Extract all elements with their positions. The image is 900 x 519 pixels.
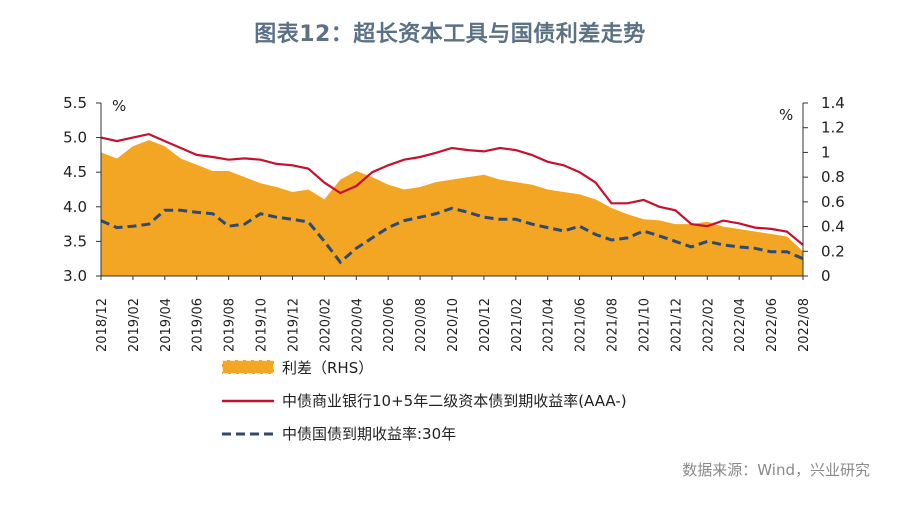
- x-tick-label: 2021/02: [510, 298, 525, 352]
- x-tick-label: 2019/06: [191, 298, 206, 352]
- series-line-treasury-30y: [100, 206, 804, 265]
- legend-label-treasury: 中债国债到期收益率:30年: [282, 425, 456, 443]
- x-tick-label: 2020/02: [318, 298, 333, 352]
- x-tick-label: 2019/12: [286, 298, 301, 352]
- legend-label-tier2: 中债商业银行10+5年二级资本债到期收益率(AAA-): [282, 392, 627, 410]
- right-tick-label: 0.4: [821, 218, 845, 236]
- x-tick-label: 2019/08: [223, 298, 238, 352]
- right-tick-label: 0: [821, 267, 831, 285]
- chart-title: 图表12：超长资本工具与国债利差走势: [254, 22, 646, 47]
- legend-label-spread: 利差（RHS）: [282, 359, 373, 377]
- right-tick-label: 1.2: [821, 119, 845, 137]
- series-line-tier2-yield: [100, 132, 804, 246]
- x-tick-label: 2019/04: [159, 298, 174, 352]
- source-note: 数据来源：Wind，兴业研究: [682, 461, 870, 479]
- right-tick-label: 0.8: [821, 168, 845, 186]
- legend-swatch-spread: [221, 359, 275, 375]
- x-tick-label: 2019/10: [255, 298, 270, 352]
- x-tick-label: 2020/06: [382, 298, 397, 352]
- left-tick-label: 5.0: [63, 129, 87, 147]
- x-tick-label: 2021/06: [574, 298, 589, 352]
- x-tick-label: 2022/08: [797, 298, 812, 352]
- x-tick-label: 2021/12: [669, 298, 684, 352]
- right-tick-label: 0.2: [821, 242, 845, 260]
- left-axis-unit: %: [112, 97, 126, 115]
- x-tick-label: 2022/06: [765, 298, 780, 352]
- x-tick-label: 2021/10: [637, 298, 652, 352]
- x-tick-label: 2020/12: [478, 298, 493, 352]
- x-tick-label: 2019/02: [127, 298, 142, 352]
- left-tick-label: 5.5: [63, 94, 87, 112]
- x-tick-label: 2021/08: [606, 298, 621, 352]
- left-tick-label: 4.0: [63, 198, 87, 216]
- left-tick-label: 3.5: [63, 232, 87, 250]
- x-tick-label: 2020/08: [414, 298, 429, 352]
- x-tick-label: 2022/02: [701, 298, 716, 352]
- right-axis-unit: %: [779, 106, 793, 124]
- x-tick-label: 2022/04: [733, 298, 748, 352]
- right-tick-label: 0.6: [821, 193, 845, 211]
- right-tick-label: 1: [821, 143, 831, 161]
- left-tick-label: 4.5: [63, 163, 87, 181]
- left-tick-label: 3.0: [63, 267, 87, 285]
- x-tick-label: 2021/04: [542, 298, 557, 352]
- right-tick-label: 1.4: [821, 94, 845, 112]
- x-tick-label: 2020/10: [446, 298, 461, 352]
- x-tick-label: 2020/04: [350, 298, 365, 352]
- x-tick-label: 2018/12: [95, 298, 110, 352]
